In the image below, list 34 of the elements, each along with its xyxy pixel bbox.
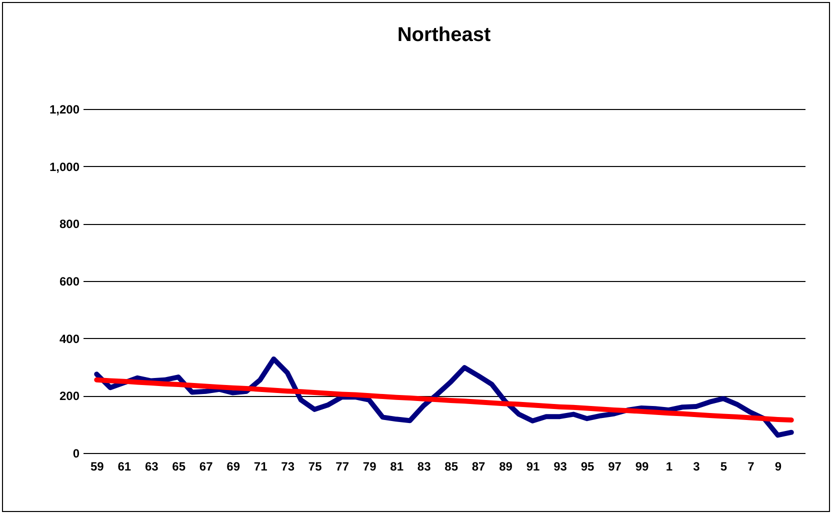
x-tick-label: 5 — [720, 460, 728, 474]
y-tick-label: 600 — [59, 274, 80, 288]
x-tick-label: 93 — [554, 460, 568, 474]
x-tick-label: 69 — [226, 460, 240, 474]
x-tick-label: 77 — [336, 460, 350, 474]
x-tick-label: 59 — [90, 460, 104, 474]
x-tick-label: 73 — [281, 460, 295, 474]
x-tick-label: 83 — [417, 460, 432, 474]
x-tick-label: 61 — [118, 460, 132, 474]
x-tick-label: 89 — [499, 460, 513, 474]
x-tick-label: 3 — [693, 460, 700, 474]
x-tick-label: 85 — [444, 460, 458, 474]
x-tick-label: 81 — [390, 460, 404, 474]
x-tick-label: 79 — [362, 460, 377, 474]
x-tick-label: 95 — [580, 460, 595, 474]
x-tick-label: 7 — [748, 460, 755, 474]
x-tick-label: 97 — [608, 460, 622, 474]
y-tick-label: 200 — [59, 389, 80, 404]
x-tick-label: 67 — [199, 460, 214, 474]
x-tick-label: 65 — [172, 460, 186, 474]
y-tick-label: 800 — [59, 217, 80, 232]
y-tick-label: 1,200 — [49, 102, 80, 116]
x-tick-label: 71 — [254, 460, 268, 474]
x-tick-label: 63 — [144, 460, 159, 474]
y-tick-label: 1,000 — [49, 160, 80, 174]
x-tick-label: 9 — [774, 460, 782, 474]
y-tick-label: 0 — [72, 446, 80, 460]
x-tick-label: 99 — [635, 460, 650, 474]
x-tick-label: 1 — [666, 460, 673, 474]
x-tick-label: 87 — [472, 460, 486, 474]
chart-title: Northeast — [397, 24, 492, 46]
x-tick-label: 75 — [308, 460, 322, 474]
y-tick-label: 400 — [59, 332, 80, 346]
x-tick-label: 91 — [526, 460, 540, 474]
